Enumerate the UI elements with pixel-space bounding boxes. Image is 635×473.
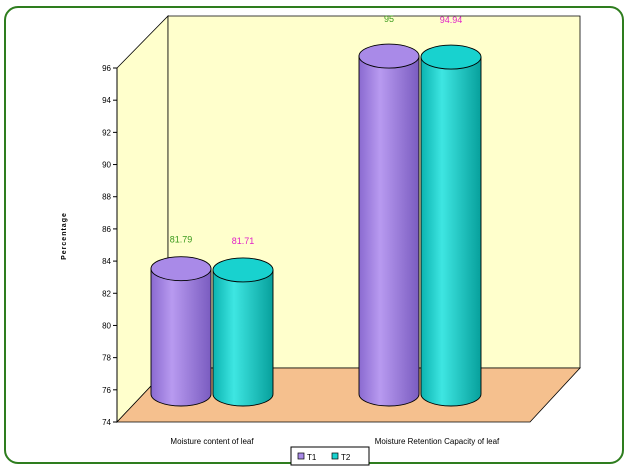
y-axis-label: Percentage: [61, 212, 68, 260]
legend-swatch: [331, 452, 339, 460]
y-tick-label: 96: [102, 64, 111, 73]
bar-t1-2: [358, 43, 420, 407]
legend-label: T1: [307, 453, 317, 462]
y-tick-label: 86: [102, 225, 111, 234]
category-label: Moisture Retention Capacity of leaf: [375, 437, 500, 446]
bar-body: [420, 56, 482, 407]
y-tick-label: 76: [102, 386, 111, 395]
y-tick-label: 84: [102, 257, 111, 266]
bar-top: [150, 256, 212, 282]
bar-t2-2: [420, 44, 482, 407]
data-labels: 81.79 81.71 95 94.94: [170, 14, 463, 246]
bar-t2-1: [212, 257, 274, 407]
bar-t1-1: [150, 256, 212, 407]
data-label: 95: [384, 14, 394, 24]
y-tick-label: 78: [102, 354, 111, 363]
bar-top: [212, 257, 274, 283]
y-tick-label: 90: [102, 161, 111, 170]
y-tick-label: 94: [102, 96, 111, 105]
legend-box: [290, 446, 370, 466]
y-axis: 74 76 78 80 82 84 86 88 90 92 94 96: [102, 64, 118, 427]
legend-swatch: [297, 452, 305, 460]
legend-label: T2: [341, 453, 351, 462]
bar-top: [420, 44, 482, 70]
y-tick-label: 92: [102, 128, 111, 137]
bar-top: [358, 43, 420, 69]
y-tick-label: 80: [102, 321, 111, 330]
legend: T1 T2: [290, 446, 370, 466]
bar-body: [150, 268, 212, 407]
y-tick-label: 82: [102, 289, 111, 298]
data-label: 81.71: [232, 236, 255, 246]
bar-body: [358, 55, 420, 407]
bar-body: [212, 269, 274, 407]
category-labels: Moisture content of leaf Moisture Retenti…: [170, 437, 500, 446]
bars: [150, 43, 482, 407]
data-label: 81.79: [170, 235, 193, 245]
y-tick-label: 88: [102, 193, 111, 202]
data-label: 94.94: [440, 15, 463, 25]
y-tick-label: 74: [102, 418, 111, 427]
category-label: Moisture content of leaf: [170, 437, 254, 446]
